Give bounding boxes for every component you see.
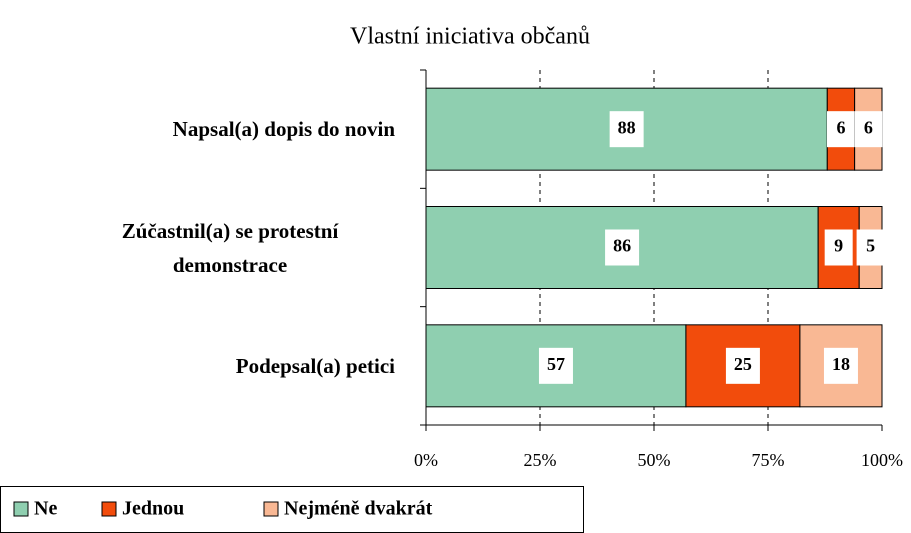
data-label-box [725, 347, 760, 384]
data-label: 9 [834, 236, 843, 256]
data-label-box [605, 229, 640, 266]
data-label: 57 [547, 354, 565, 374]
legend-swatch [263, 501, 279, 517]
x-tick-label: 100% [861, 450, 903, 470]
legend-label: Nejméně dvakrát [284, 498, 433, 520]
x-tick-label: 50% [638, 450, 671, 470]
y-tick-label: Podepsal(a) petici [235, 353, 395, 378]
data-label-box [856, 229, 885, 266]
y-tick-label: Zúčastnil(a) se protestní demonstrace [121, 218, 339, 277]
data-label-box [609, 111, 644, 148]
y-tick-label: Napsal(a) dopis do novin [172, 117, 395, 142]
data-label-box [854, 111, 883, 148]
legend-swatch [101, 501, 117, 517]
data-label: 18 [832, 354, 850, 374]
data-label-box [824, 229, 853, 266]
data-label: 5 [866, 236, 875, 256]
data-label: 6 [864, 117, 873, 137]
data-label-box [823, 347, 858, 384]
data-label-box [538, 347, 573, 384]
x-tick-label: 75% [752, 450, 785, 470]
data-label: 86 [613, 236, 631, 256]
data-label: 6 [836, 117, 845, 137]
data-label: 88 [618, 117, 636, 137]
x-tick-label: 0% [414, 450, 438, 470]
x-tick-label: 25% [524, 450, 557, 470]
data-label-box [826, 111, 855, 148]
chart-title: Vlastní iniciativa občanů [350, 24, 590, 50]
legend-label: Jednou [122, 498, 184, 520]
legend-label: Ne [34, 498, 57, 520]
legend-swatch [13, 501, 29, 517]
data-label: 25 [734, 354, 752, 374]
